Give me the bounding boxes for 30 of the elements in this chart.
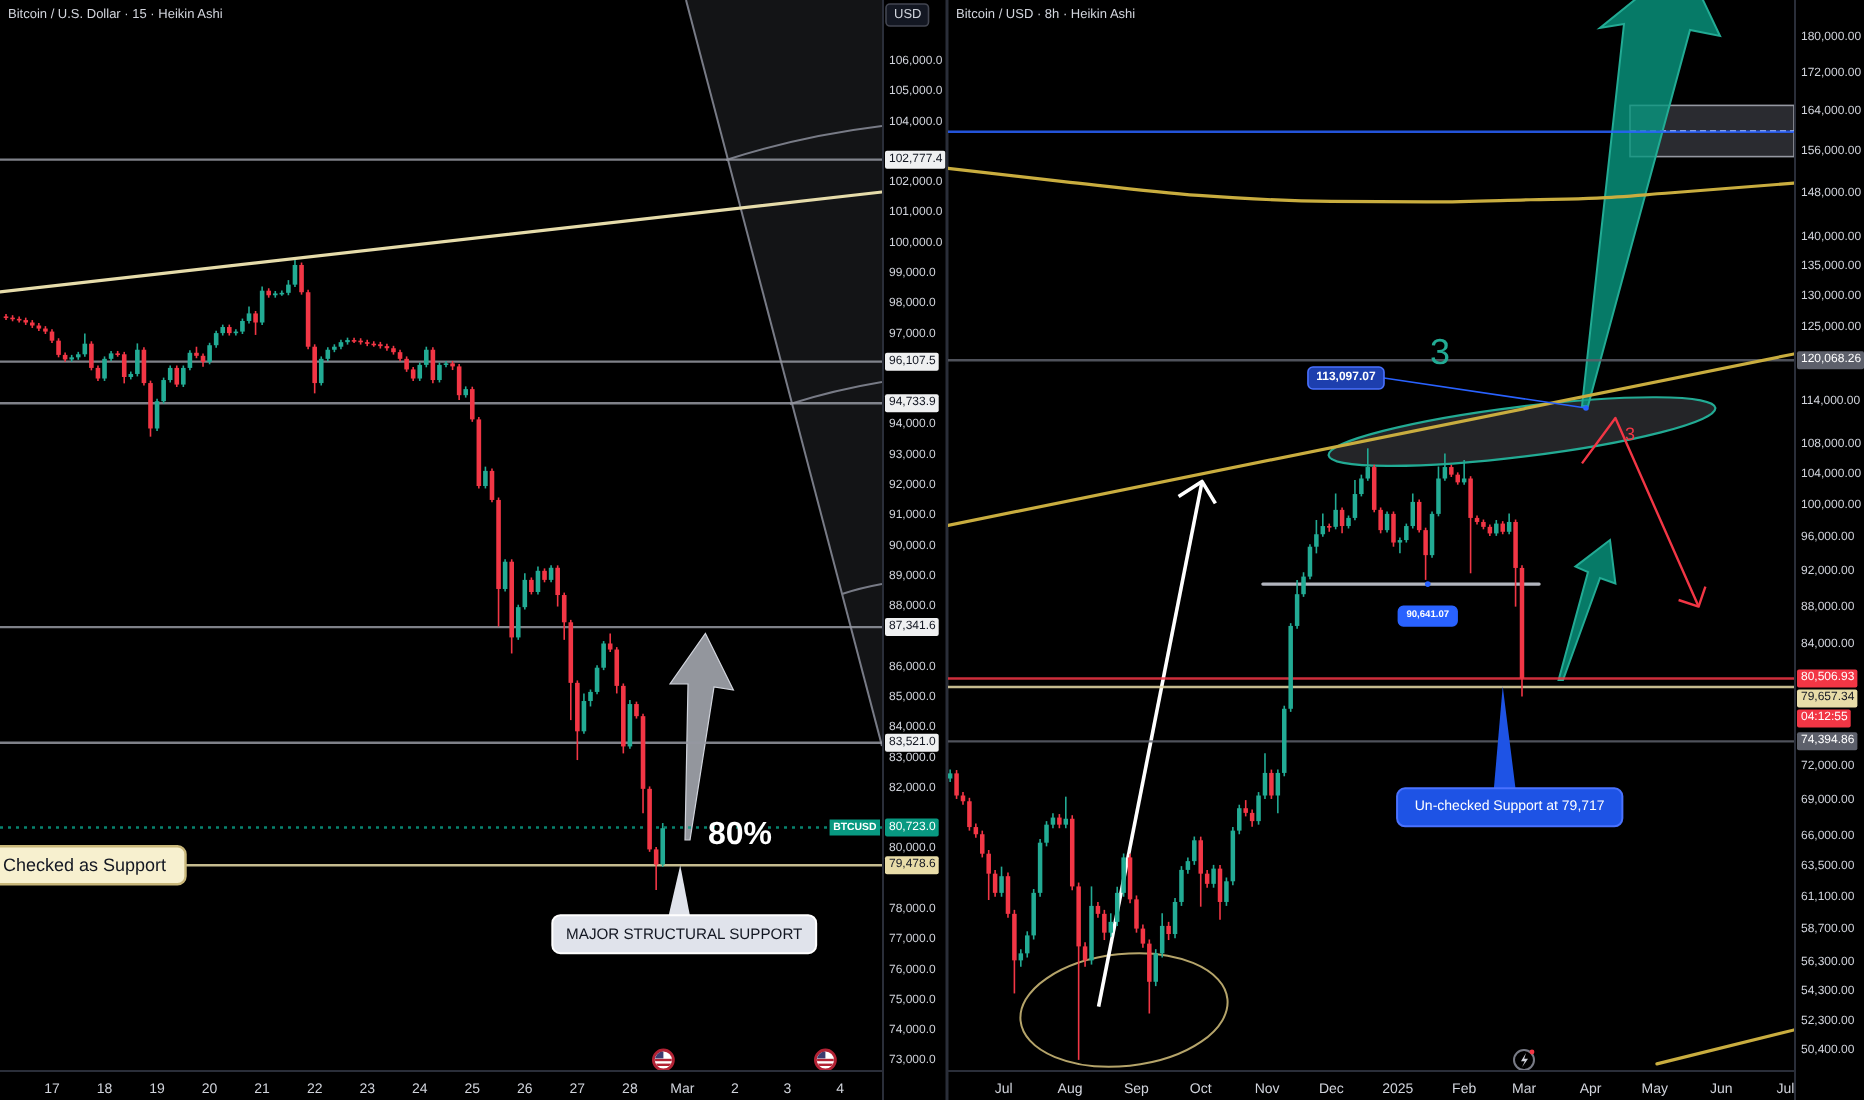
candlestick <box>56 337 61 359</box>
candlestick <box>174 364 180 388</box>
candlestick <box>1326 522 1332 533</box>
candlestick <box>1198 835 1203 908</box>
candlestick <box>437 361 442 384</box>
candlestick <box>999 865 1004 898</box>
candlestick <box>135 342 140 378</box>
candlestick <box>1391 510 1396 548</box>
candlestick <box>967 797 972 832</box>
candlestick <box>1468 475 1473 575</box>
candlestick <box>1506 512 1512 536</box>
candlestick <box>1352 479 1358 522</box>
candlestick <box>954 769 959 800</box>
annotation: Checked as Support <box>3 855 168 876</box>
candlestick <box>660 822 666 868</box>
annotation: 80% <box>707 818 773 852</box>
candlestick <box>253 310 258 336</box>
candlestick <box>121 351 127 385</box>
candlestick <box>1166 921 1171 941</box>
candlestick <box>483 465 488 490</box>
candlestick <box>1269 768 1274 800</box>
candlestick <box>1102 909 1107 941</box>
candlestick <box>1333 492 1338 531</box>
annotation: 3 <box>1624 424 1636 444</box>
candlestick <box>318 355 324 387</box>
candlestick <box>272 290 278 299</box>
candlestick <box>1192 835 1197 866</box>
candlestick <box>102 355 107 382</box>
annotation: 3 <box>1429 332 1451 372</box>
candlestick <box>1211 864 1216 889</box>
